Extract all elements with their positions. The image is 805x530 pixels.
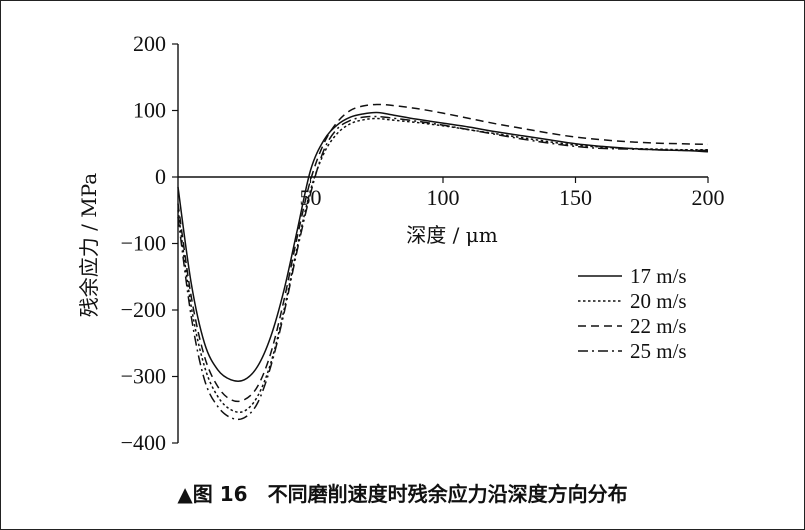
x-tick-label: 150 [559, 185, 592, 210]
x-tick-label: 200 [692, 185, 725, 210]
series-line-4 [177, 115, 709, 421]
figure-caption: ▲图 16 不同磨削速度时残余应力沿深度方向分布 [177, 482, 628, 506]
y-axis-label: 残余应力 / MPa [77, 173, 101, 317]
y-tick-label: 0 [155, 164, 166, 189]
y-tick-label: −300 [121, 364, 166, 389]
legend: 17 m/s20 m/s22 m/s25 m/s [578, 264, 687, 363]
legend-label-3: 22 m/s [630, 314, 687, 338]
legend-label-4: 25 m/s [630, 339, 687, 363]
series-line-1 [177, 111, 709, 383]
x-tick-label: 100 [427, 185, 460, 210]
y-tick-label: 200 [133, 31, 166, 56]
y-tick-label: −400 [121, 430, 166, 455]
series-layer [177, 103, 709, 421]
y-tick-label: −200 [121, 297, 166, 322]
series-line-3 [177, 103, 709, 403]
y-tick-label: 100 [133, 98, 166, 123]
x-axis-label: 深度 / μm [406, 223, 497, 247]
y-tick-label: −100 [121, 231, 166, 256]
legend-label-2: 20 m/s [630, 289, 687, 313]
legend-label-1: 17 m/s [630, 264, 687, 288]
series-line-2 [177, 117, 709, 414]
